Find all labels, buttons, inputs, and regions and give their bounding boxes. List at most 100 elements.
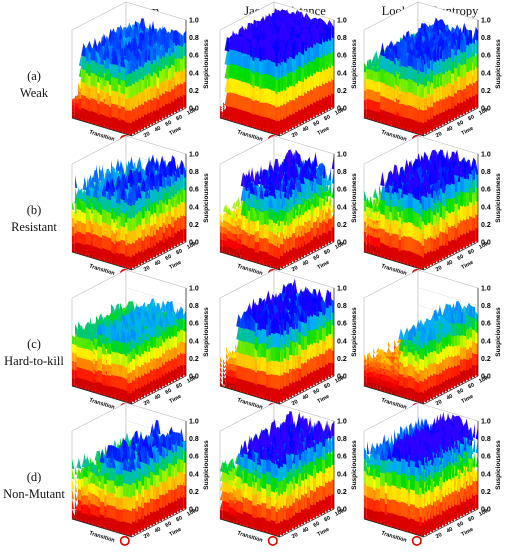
surface-cell [130, 98, 132, 111]
surface-cell [172, 101, 174, 114]
surface-cell [181, 59, 183, 72]
surface-cell [157, 88, 159, 100]
surface-cell [77, 111, 79, 116]
surface-cell [121, 106, 123, 120]
surface-cell [302, 68, 304, 82]
surface-cell [145, 101, 147, 115]
surface-cell [88, 99, 90, 111]
surface-cell [305, 79, 307, 94]
surface-cell [326, 83, 328, 98]
surface-cell [311, 76, 313, 91]
surface-cell [139, 79, 141, 93]
surface-cell [311, 61, 313, 76]
surface-cell [166, 104, 168, 118]
surface-cell [123, 80, 125, 94]
surface-cell [114, 77, 116, 91]
surface-cell [308, 105, 310, 120]
surface-cell [299, 110, 301, 125]
surface-cell [320, 44, 322, 59]
row-letter: (d) [0, 469, 68, 486]
surface-cell [127, 86, 129, 99]
surface-cell [169, 56, 171, 69]
surface-cell [121, 93, 123, 107]
surface-cell [178, 84, 180, 98]
surface-cell [93, 73, 95, 86]
surface-cell [157, 66, 159, 78]
surface-cell [326, 28, 328, 42]
surface-cell [320, 72, 322, 87]
surface-cell [130, 123, 132, 136]
surface-plot: 0.00.20.40.60.81.0Suspiciousness20406080… [214, 24, 362, 148]
surface-cell [133, 71, 135, 84]
surface-cell [86, 61, 88, 74]
surface-cell [95, 75, 97, 88]
surface-cell [74, 111, 76, 116]
surface-cell [136, 82, 138, 95]
row-header: (c)Hard-to-kill [0, 336, 68, 370]
surface-cell [160, 71, 162, 84]
surface-cell [123, 120, 125, 134]
surface-cell [308, 47, 310, 62]
surface-cell [154, 60, 156, 73]
surface-cell [139, 92, 141, 106]
surface-cell [323, 70, 325, 85]
surface-cell [178, 45, 180, 59]
surface-cell [175, 45, 177, 59]
surface-cell [114, 117, 116, 131]
surface-cell [136, 120, 138, 133]
surface-cell [175, 72, 177, 86]
surface-cell [133, 96, 135, 109]
surface-cell [133, 121, 135, 134]
surface-cell [308, 34, 310, 48]
surface-cell [160, 108, 162, 121]
surface-cell [116, 118, 118, 132]
surface-cell [154, 72, 156, 85]
surface-cell [302, 40, 304, 55]
y-tick-label: 60 [165, 120, 173, 128]
surface-cell [118, 108, 120, 121]
surface-cell [116, 105, 118, 119]
surface-cell [302, 95, 304, 109]
row-header: (d)Non-Mutant [0, 469, 68, 503]
surface-cell [305, 65, 307, 80]
surface-cell [151, 100, 153, 113]
surface-cell [104, 104, 106, 117]
surface-cell [81, 95, 83, 109]
surface-cell [178, 58, 180, 72]
surface-cell [166, 52, 168, 66]
surface-cell [326, 41, 328, 56]
surface-cell [166, 65, 168, 79]
surface-cell [329, 95, 331, 110]
surface-cell [95, 113, 97, 126]
surface-cell [323, 42, 325, 57]
surface-cell [151, 64, 153, 77]
surface-cell [97, 93, 99, 105]
surface-cell [100, 114, 102, 127]
surface-cell [175, 59, 177, 73]
surface-cell [329, 40, 331, 55]
surface-cell [118, 96, 120, 109]
surface-cell [326, 97, 328, 112]
surface-cell [107, 116, 109, 129]
surface-cell [109, 84, 111, 96]
surface-cell [130, 85, 132, 98]
surface-cell [125, 99, 127, 112]
surface-cell [320, 58, 322, 73]
surface-cell [72, 104, 74, 108]
surface-cell [109, 118, 111, 130]
surface-cell [163, 81, 165, 94]
surface-cell [95, 63, 97, 76]
surface-cell [136, 94, 138, 107]
surface-cell [181, 34, 183, 47]
surface-cell [305, 93, 307, 108]
surface-cell [77, 107, 79, 112]
surface-cell [86, 110, 88, 123]
surface-cell [81, 69, 83, 83]
surface-cell [317, 57, 319, 72]
surface-cell [148, 86, 150, 100]
surface-cell [111, 65, 113, 78]
surface-cell [91, 73, 93, 86]
surface-cell [104, 116, 106, 129]
surface-cell [125, 110, 127, 123]
